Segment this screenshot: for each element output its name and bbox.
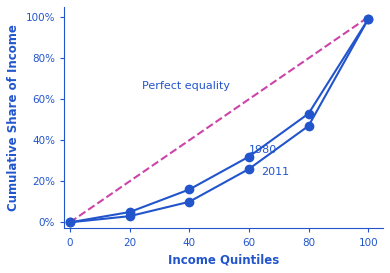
Text: 1980: 1980 bbox=[249, 145, 277, 155]
Text: Perfect equality: Perfect equality bbox=[142, 81, 230, 91]
Text: 2011: 2011 bbox=[261, 167, 289, 177]
X-axis label: Income Quintiles: Income Quintiles bbox=[168, 253, 279, 266]
Y-axis label: Cumulative Share of Income: Cumulative Share of Income bbox=[7, 24, 20, 211]
